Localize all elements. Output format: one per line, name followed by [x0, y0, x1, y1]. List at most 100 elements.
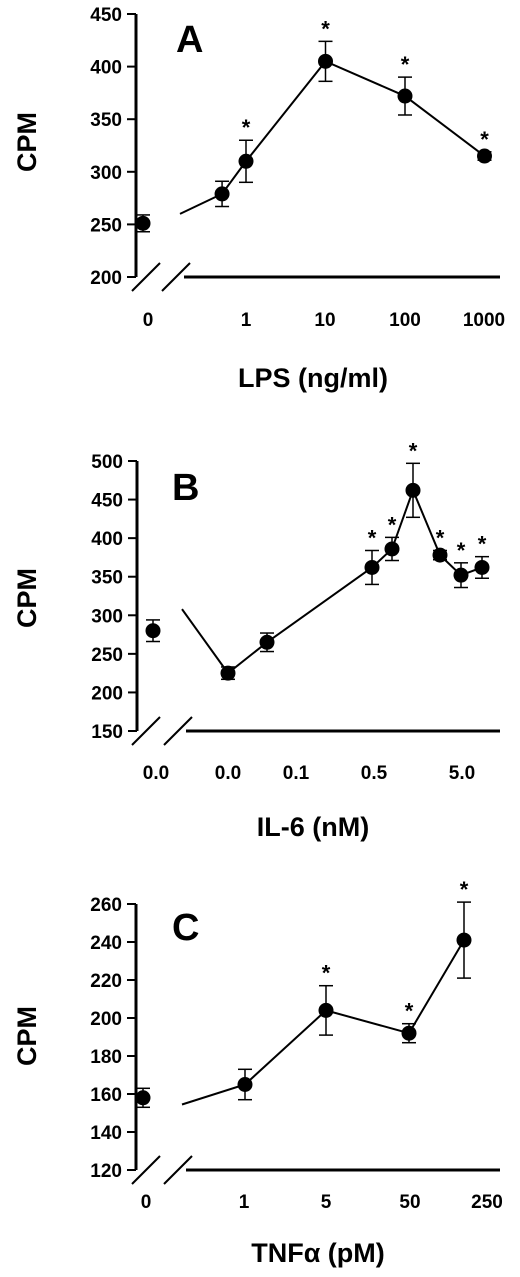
panel-b-marks: * * * * * *: [145, 438, 490, 681]
panel-b-xtick-label: 5.0: [449, 763, 475, 784]
panel-b-xtick-label: 0.1: [283, 763, 310, 784]
axis-break-slash: [131, 716, 161, 746]
panel-a-yticks: 200 250 300 350 400 450: [90, 5, 136, 289]
panel-b-xlabel: IL-6 (nM): [257, 812, 369, 842]
data-point: [477, 148, 492, 164]
data-point: [397, 88, 413, 104]
y-tick-label: 200: [90, 1009, 122, 1030]
panel-a-ylabel: CPM: [12, 112, 42, 172]
significance-marker: *: [405, 999, 414, 1024]
panel-b-yticks: 150 200 250 300 350 400 450 500: [91, 452, 137, 743]
data-point: [145, 623, 161, 639]
y-tick-label: 400: [91, 529, 123, 550]
axis-break-slash: [161, 262, 191, 292]
panel-c-xtick-label: 50: [399, 1192, 420, 1213]
data-point: [238, 153, 254, 169]
significance-marker: *: [242, 115, 251, 140]
panel-c-ylabel: CPM: [12, 1006, 42, 1066]
y-tick-label: 500: [91, 452, 123, 473]
data-point: [453, 567, 469, 583]
data-point: [401, 1025, 417, 1041]
y-tick-label: 250: [91, 645, 123, 666]
y-tick-label: 450: [90, 5, 122, 26]
panel-a-label: A: [176, 19, 203, 61]
panel-a-axes: [131, 14, 500, 292]
significance-marker: *: [368, 525, 377, 550]
panel-a-xlabel: LPS (ng/ml): [238, 363, 388, 393]
panel-c-xtick-label: 5: [321, 1192, 332, 1213]
y-tick-label: 160: [90, 1085, 122, 1106]
panel-a-xticks: 0 1 10 100 1000: [143, 310, 505, 331]
significance-marker: *: [322, 961, 331, 986]
panel-b: B CPM IL-6 (nM) 0.0 0.0 0.1 0.5 5.0 150 2…: [12, 438, 500, 842]
y-tick-label: 200: [90, 268, 122, 289]
panel-c-xtick-label: 250: [471, 1192, 503, 1213]
panel-c: C CPM TNFα (pM) 0 1 5 50 250 120 140 160 18…: [12, 877, 503, 1268]
panel-c-marks: * * *: [135, 877, 472, 1109]
panel-a-xtick-label: 1: [241, 310, 252, 331]
data-point: [237, 1077, 253, 1092]
significance-marker: *: [321, 16, 330, 41]
y-tick-label: 150: [91, 722, 123, 743]
significance-marker: *: [480, 127, 489, 152]
panel-b-xticks: 0.0 0.0 0.1 0.5 5.0: [143, 763, 475, 784]
series-line: [179, 60, 486, 215]
significance-marker: *: [388, 512, 397, 537]
data-point: [432, 547, 448, 563]
data-point: [364, 559, 380, 575]
data-point: [220, 665, 236, 681]
axis-break-slash: [163, 1155, 193, 1185]
panel-b-ylabel: CPM: [12, 568, 42, 628]
significance-marker: *: [460, 877, 469, 902]
data-point: [474, 559, 490, 575]
significance-marker: *: [409, 438, 418, 463]
significance-marker: *: [478, 532, 487, 557]
y-tick-label: 140: [90, 1123, 122, 1144]
panel-c-xticks: 0 1 5 50 250: [141, 1192, 503, 1213]
panel-c-axes: [131, 904, 500, 1185]
data-point: [405, 482, 421, 498]
panel-a-xtick-label: 1000: [463, 310, 505, 331]
panel-a-marks: * * * *: [135, 16, 492, 233]
y-tick-label: 200: [91, 683, 123, 704]
series-line: [181, 487, 483, 675]
data-point: [259, 634, 275, 650]
panel-a-xtick-label: 0: [143, 310, 154, 331]
data-point: [456, 932, 472, 948]
panel-c-label: C: [172, 907, 199, 949]
panel-b-label: B: [172, 467, 199, 509]
panel-c-xlabel: TNFα (pM): [251, 1238, 385, 1268]
data-point: [135, 1090, 151, 1106]
panel-b-xtick-label: 0.0: [215, 763, 241, 784]
y-tick-label: 220: [90, 971, 122, 992]
y-tick-label: 300: [90, 163, 122, 184]
axis-break-slash: [131, 1155, 161, 1185]
panel-c-yticks: 120 140 160 180 200 220 240 260: [90, 895, 136, 1182]
y-tick-label: 240: [90, 933, 122, 954]
data-point: [318, 1002, 334, 1018]
data-point: [135, 215, 151, 231]
y-tick-label: 350: [91, 568, 123, 589]
y-tick-label: 350: [90, 110, 122, 131]
data-point: [384, 541, 400, 557]
panel-b-xtick-label: 0.5: [361, 763, 388, 784]
y-tick-label: 450: [91, 491, 123, 512]
panel-b-xtick-label: 0.0: [143, 763, 169, 784]
axis-break-slash: [163, 716, 193, 746]
panel-b-axes: [131, 461, 500, 746]
panel-a-xtick-label: 10: [314, 310, 335, 331]
y-tick-label: 180: [90, 1047, 122, 1068]
significance-marker: *: [436, 525, 445, 550]
panel-a-xtick-label: 100: [389, 310, 421, 331]
significance-marker: *: [457, 538, 466, 563]
y-tick-label: 260: [90, 895, 122, 916]
y-tick-label: 300: [91, 606, 123, 627]
y-tick-label: 400: [90, 58, 122, 79]
panel-c-xtick-label: 0: [141, 1192, 152, 1213]
y-tick-label: 250: [90, 215, 122, 236]
data-point: [214, 186, 230, 202]
data-point: [318, 53, 333, 69]
y-tick-label: 120: [90, 1161, 122, 1182]
significance-marker: *: [401, 52, 410, 77]
